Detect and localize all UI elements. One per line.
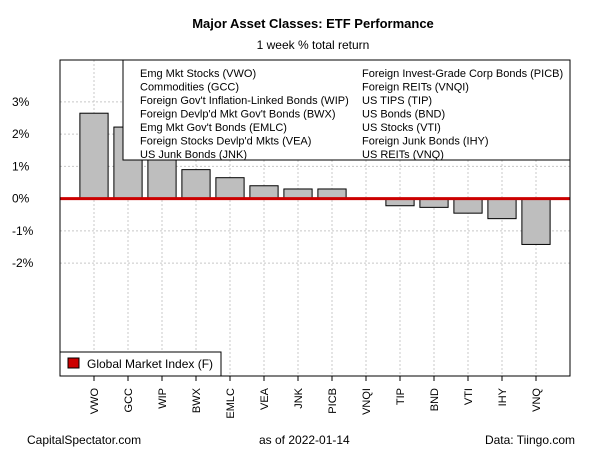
- legend-item: US Junk Bonds (JNK): [140, 149, 247, 161]
- x-tick-label: VTI: [463, 388, 475, 405]
- legend-item: Foreign Invest-Grade Corp Bonds (PICB): [362, 68, 563, 80]
- y-tick-label: 3%: [12, 95, 30, 109]
- bars-group: [79, 112, 551, 245]
- legend-item: Foreign Devlp'd Mkt Gov't Bonds (BWX): [140, 109, 336, 121]
- bar-bwx: [181, 169, 211, 200]
- x-tick-label: JNK: [293, 387, 305, 408]
- x-tick-label: BWX: [191, 387, 203, 413]
- y-tick-label: 1%: [12, 159, 30, 173]
- x-tick-label: VWO: [89, 388, 101, 415]
- x-tick-label: EMLC: [225, 388, 237, 419]
- legend-item: Foreign REITs (VNQI): [362, 82, 469, 94]
- legend-item: US TIPS (TIP): [362, 95, 432, 107]
- x-tick-label: BND: [429, 388, 441, 411]
- x-tick-label: VNQI: [361, 388, 373, 415]
- bar-ihy: [487, 198, 517, 220]
- x-tick-label: GCC: [123, 388, 135, 413]
- reference-legend-box: [59, 351, 222, 377]
- reference-legend-label: Global Market Index (F): [87, 357, 213, 371]
- reference-legend-swatch: [67, 357, 80, 369]
- footer-source-site: CapitalSpectator.com: [27, 433, 142, 447]
- bar-emlc: [215, 177, 245, 200]
- legend-item: Emg Mkt Stocks (VWO): [140, 68, 256, 80]
- chart-title: Major Asset Classes: ETF Performance: [192, 16, 434, 31]
- x-tick-label: TIP: [395, 388, 407, 405]
- bar-vti: [453, 198, 483, 214]
- y-tick-label: -1%: [12, 224, 34, 238]
- legend-item: Commodities (GCC): [140, 82, 239, 94]
- x-axis: VWO GCC WIP BWX EMLC VEA JNK PICB VNQI TIP BND VTI I…: [89, 376, 543, 419]
- reference-legend: Global Market Index (F): [59, 351, 222, 377]
- legend-box: [122, 59, 571, 161]
- bar-vnq: [521, 198, 551, 245]
- x-tick-label: IHY: [497, 387, 509, 406]
- footer-data-source: Data: Tiingo.com: [484, 433, 575, 447]
- bar-vea: [249, 185, 279, 200]
- legend-item: US Stocks (VTI): [362, 122, 441, 134]
- y-tick-label: -2%: [12, 256, 34, 270]
- bar-vwo: [79, 112, 109, 200]
- legend-item: Foreign Junk Bonds (IHY): [362, 136, 489, 148]
- legend-item: Emg Mkt Gov't Bonds (EMLC): [140, 122, 287, 134]
- y-axis: 3% 2% 1% 0% -1% -2%: [12, 95, 34, 270]
- plot-frame: [59, 59, 571, 377]
- legend-item: Foreign Gov't Inflation-Linked Bonds (WI…: [140, 95, 349, 107]
- legend-item: Foreign Stocks Devlp'd Mkts (VEA): [140, 136, 311, 148]
- x-tick-label: PICB: [327, 388, 339, 414]
- y-tick-label: 2%: [12, 127, 30, 141]
- y-tick-label: 0%: [12, 192, 30, 206]
- legend-item: US REITs (VNQ): [362, 149, 444, 161]
- chart-subtitle: 1 week % total return: [257, 38, 370, 52]
- legend-item: US Bonds (BND): [362, 109, 445, 121]
- x-tick-label: VEA: [259, 387, 271, 410]
- x-tick-label: VNQ: [531, 388, 543, 412]
- footer-date: as of 2022-01-14: [259, 433, 350, 447]
- series-legend: Emg Mkt Stocks (VWO)Commodities (GCC)For…: [122, 59, 571, 161]
- x-tick-label: WIP: [157, 388, 169, 409]
